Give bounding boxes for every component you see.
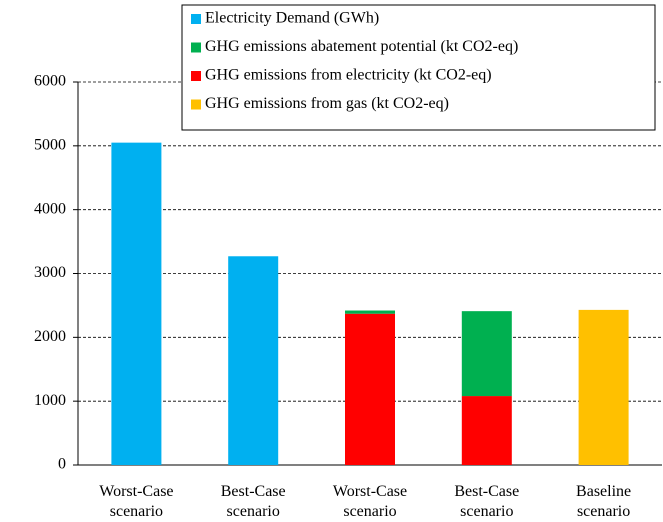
y-tick-label: 2000 [34, 328, 66, 345]
bar-segment [345, 310, 395, 314]
bar-segment [578, 309, 629, 465]
x-tick-label: Worst-Case scenario [99, 483, 173, 520]
bar-segment [228, 256, 279, 465]
x-tick-line: scenario [577, 503, 630, 520]
legend-swatch [191, 71, 201, 81]
bar-segment [111, 142, 162, 465]
legend-label: GHG emissions from electricity (kt CO2-e… [205, 67, 492, 84]
legend-swatch [191, 14, 201, 24]
x-tick-line: scenario [110, 503, 163, 520]
bar-segment [461, 396, 512, 465]
x-tick-line: scenario [460, 503, 513, 520]
y-tick-label: 3000 [34, 264, 66, 281]
legend-label: GHG emissions from gas (kt CO2-eq) [205, 95, 449, 112]
x-tick-line: Worst-Case [333, 483, 407, 500]
bar-segment [461, 311, 512, 397]
x-tick-label: Worst-Case scenario [333, 483, 407, 520]
legend-swatch [191, 42, 201, 53]
legend-swatch [191, 99, 201, 110]
x-tick-line: Best-Case [454, 483, 519, 500]
y-tick-label: 1000 [34, 392, 66, 409]
y-tick-label: 6000 [34, 73, 66, 90]
y-tick-label: 4000 [34, 200, 66, 217]
x-tick-label: Best-Case scenario [221, 483, 286, 520]
x-tick-label: Baseline scenario [576, 483, 631, 520]
y-tick-label: 0 [58, 456, 66, 473]
x-tick-label: Best-Case scenario [454, 483, 519, 520]
y-tick-label: 5000 [34, 137, 66, 154]
x-tick-line: scenario [343, 503, 396, 520]
bar-segment [345, 313, 395, 465]
legend-label: Electricity Demand (GWh) [205, 10, 379, 27]
legend-box [181, 4, 656, 131]
x-tick-line: scenario [227, 503, 280, 520]
x-tick-line: Baseline [576, 483, 631, 500]
x-tick-line: Worst-Case [99, 483, 173, 500]
legend-label: GHG emissions abatement potential (kt CO… [205, 38, 518, 55]
x-tick-line: Best-Case [221, 483, 286, 500]
